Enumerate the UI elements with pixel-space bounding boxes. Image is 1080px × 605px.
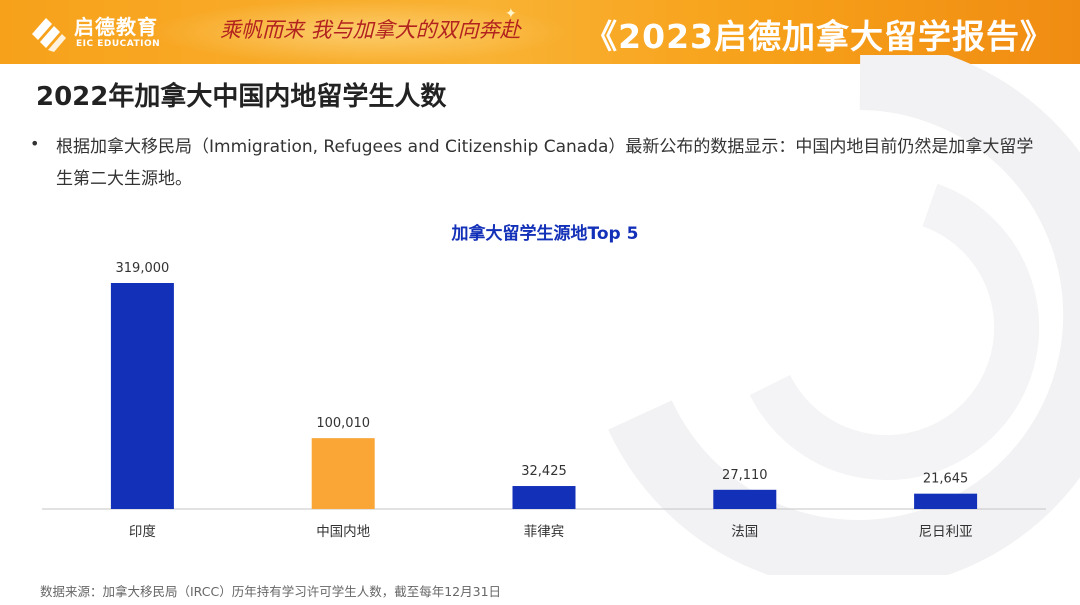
bar-3 [512, 486, 576, 509]
bar-chart: 加拿大留学生源地Top 5 319,000 印度 100,010 中国内地 32,425… [42, 223, 1046, 540]
header-banner: 启德教育 EIC EDUCATION 乘帆而来 我与加拿大的双向奔赴 ✦ 《20… [0, 0, 1080, 64]
background-arc-decoration [608, 55, 1080, 575]
bar-2 [311, 438, 375, 509]
logo-english: EIC EDUCATION [76, 39, 161, 49]
data-label-3: 32,425 [521, 464, 567, 479]
data-label-1: 319,000 [116, 261, 170, 276]
bars-group: 319,000 印度 100,010 中国内地 32,425 菲律宾 27,110 法国 21,… [110, 261, 978, 540]
bullet-dot-icon: • [30, 134, 40, 153]
category-label-5: 尼日利亚 [919, 524, 973, 540]
bar-4 [713, 489, 777, 509]
bar-1 [110, 283, 174, 509]
category-label-1: 印度 [129, 524, 156, 540]
bullet-text: 根据加拿大移民局（Immigration, Refugees and Citiz… [56, 137, 1034, 189]
category-label-3: 菲律宾 [524, 524, 565, 540]
chart-title: 加拿大留学生源地Top 5 [451, 223, 639, 244]
data-label-4: 27,110 [722, 468, 768, 483]
sparkle-icon: ✦ [505, 6, 517, 22]
data-label-2: 100,010 [316, 416, 370, 431]
data-label-5: 21,645 [923, 472, 969, 487]
bar-5 [914, 493, 978, 509]
eic-logo-icon [32, 18, 66, 52]
slogan: 乘帆而来 我与加拿大的双向奔赴 [220, 18, 521, 42]
category-label-2: 中国内地 [316, 524, 370, 540]
category-label-4: 法国 [731, 524, 758, 540]
report-title: 《2023启德加拿大留学报告》 [584, 17, 1054, 56]
source-note: 数据来源：加拿大移民局（IRCC）历年持有学习许可学生人数，截至每年12月31日 [40, 584, 502, 599]
banner-decoration [150, 0, 570, 64]
page-title: 2022年加拿大中国内地留学生人数 [36, 82, 447, 112]
logo-chinese: 启德教育 [74, 15, 158, 39]
